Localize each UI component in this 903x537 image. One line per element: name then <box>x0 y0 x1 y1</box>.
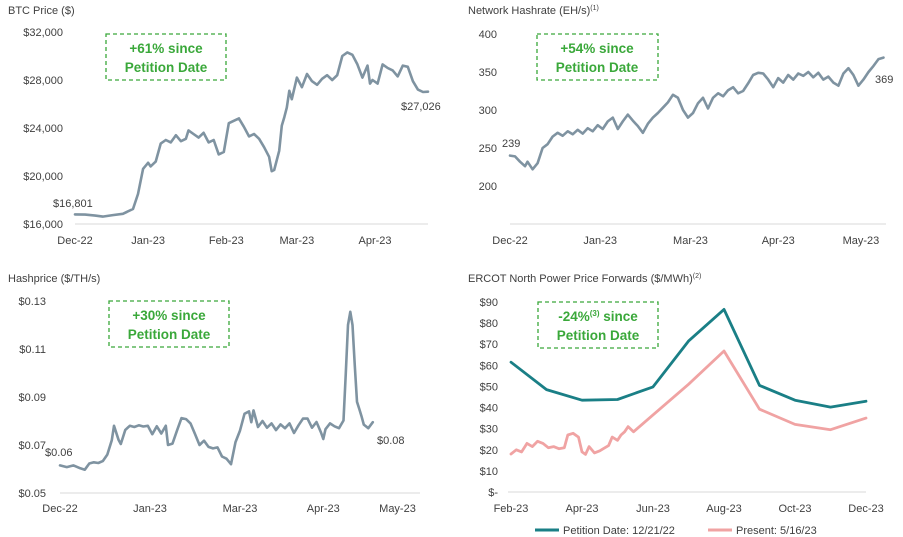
hr-y-tick-label: 300 <box>479 105 497 117</box>
er-y-tick-label: $10 <box>480 466 498 478</box>
hashprice-end-label: $0.08 <box>377 435 405 447</box>
hp-x-tick-label: Apr-23 <box>307 503 340 515</box>
hashprice-start-label: $0.06 <box>45 447 73 459</box>
hp-y-tick-label: $0.11 <box>19 344 46 356</box>
er-x-tick-label: Feb-23 <box>494 503 529 515</box>
btc-start-label: $16,801 <box>53 198 93 210</box>
hp-x-tick-label: May-23 <box>379 503 416 515</box>
hashprice-callout-line1: +30% since <box>132 308 206 323</box>
hashrate-start-label: 239 <box>502 138 520 150</box>
legend-label-present: Present: 5/16/23 <box>736 525 817 537</box>
btc-y-tick-label: $32,000 <box>23 27 63 39</box>
hr-x-tick-label: Apr-23 <box>762 235 795 247</box>
hashrate-series-line <box>508 56 885 171</box>
btc-y-tick-label: $28,000 <box>23 75 63 87</box>
hr-y-tick-label: 400 <box>479 29 497 41</box>
hp-y-tick-label: $0.05 <box>18 488 46 500</box>
btc-callout: +61% since Petition Date <box>105 33 227 81</box>
er-y-tick-label: $30 <box>480 424 498 436</box>
btc-x-tick-label: Dec-22 <box>57 235 92 247</box>
hr-x-tick-label: Mar-23 <box>673 235 708 247</box>
ercot-petition-series-line <box>509 308 868 409</box>
er-x-tick-label: Apr-23 <box>565 503 598 515</box>
btc-x-tick-label: Mar-23 <box>279 235 314 247</box>
hp-y-tick-label: $0.07 <box>18 440 46 452</box>
hp-y-tick-label: $0.13 <box>18 296 46 308</box>
btc-callout-line1: +61% since <box>129 41 203 56</box>
btc-price-chart: BTC Price ($) $16,000 $20,000 $24,000 $28,0… <box>8 5 441 247</box>
hr-y-tick-label: 250 <box>479 143 497 155</box>
er-x-tick-label: Jun-23 <box>636 503 670 515</box>
er-y-tick-label: $50 <box>480 381 498 393</box>
ercot-callout-line1: -24%(3) since <box>558 309 638 324</box>
hashprice-chart: Hashprice ($/TH/s) $0.05 $0.07 $0.09 $0.11 $… <box>8 273 420 515</box>
btc-y-tick-label: $20,000 <box>23 171 63 183</box>
er-x-tick-label: Oct-23 <box>778 503 811 515</box>
er-y-tick-label: $20 <box>480 445 498 457</box>
btc-end-label: $27,026 <box>401 101 441 113</box>
ercot-chart-title: ERCOT North Power Price Forwards ($/MWh)… <box>468 273 701 285</box>
hp-x-tick-label: Mar-23 <box>223 503 258 515</box>
er-y-tick-label: $90 <box>480 297 498 309</box>
hashrate-end-label: 369 <box>875 74 893 86</box>
hashrate-callout-line2: Petition Date <box>556 60 639 75</box>
hashprice-callout-line2: Petition Date <box>128 327 211 342</box>
btc-price-series-line <box>73 51 430 218</box>
ercot-callout-line2: Petition Date <box>557 328 640 343</box>
hashrate-callout-line1: +54% since <box>560 41 634 56</box>
er-y-tick-label: $70 <box>480 339 498 351</box>
btc-callout-line2: Petition Date <box>125 60 208 75</box>
hr-x-tick-label: Jan-23 <box>583 235 617 247</box>
hr-y-tick-label: 350 <box>479 67 497 79</box>
ercot-present-series-line <box>509 349 868 456</box>
btc-x-tick-label: Apr-23 <box>359 235 392 247</box>
er-x-tick-label: Dec-23 <box>848 503 883 515</box>
btc-y-tick-label: $24,000 <box>23 123 63 135</box>
er-y-tick-label: $40 <box>480 403 498 415</box>
hp-x-tick-label: Jan-23 <box>133 503 167 515</box>
hr-x-tick-label: May-23 <box>843 235 880 247</box>
hr-y-tick-label: 200 <box>479 181 497 193</box>
ercot-legend: Petition Date: 12/21/22 Present: 5/16/23 <box>535 525 817 537</box>
btc-y-tick-label: $16,000 <box>23 219 63 231</box>
hp-x-tick-label: Dec-22 <box>42 503 77 515</box>
btc-x-tick-label: Feb-23 <box>209 235 244 247</box>
er-x-tick-label: Aug-23 <box>706 503 741 515</box>
ercot-chart: ERCOT North Power Price Forwards ($/MWh)… <box>468 273 884 537</box>
hashrate-chart: Network Hashrate (EH/s)(1) 200 250 300 350 4… <box>468 5 893 247</box>
hp-y-tick-label: $0.09 <box>18 392 46 404</box>
hashprice-chart-title: Hashprice ($/TH/s) <box>8 273 100 285</box>
hr-x-tick-label: Dec-22 <box>492 235 527 247</box>
hashprice-series-line <box>58 310 375 471</box>
btc-chart-title: BTC Price ($) <box>8 5 75 17</box>
ercot-callout: -24%(3) since Petition Date <box>537 301 659 349</box>
legend-label-petition: Petition Date: 12/21/22 <box>563 525 675 537</box>
er-y-tick-label: $80 <box>480 318 498 330</box>
hashrate-chart-title: Network Hashrate (EH/s)(1) <box>468 5 599 17</box>
er-y-tick-label: $60 <box>480 360 498 372</box>
btc-x-tick-label: Jan-23 <box>131 235 165 247</box>
er-y-tick-label: $- <box>488 487 498 499</box>
hashprice-callout: +30% since Petition Date <box>108 300 230 348</box>
hashrate-callout: +54% since Petition Date <box>536 33 659 81</box>
